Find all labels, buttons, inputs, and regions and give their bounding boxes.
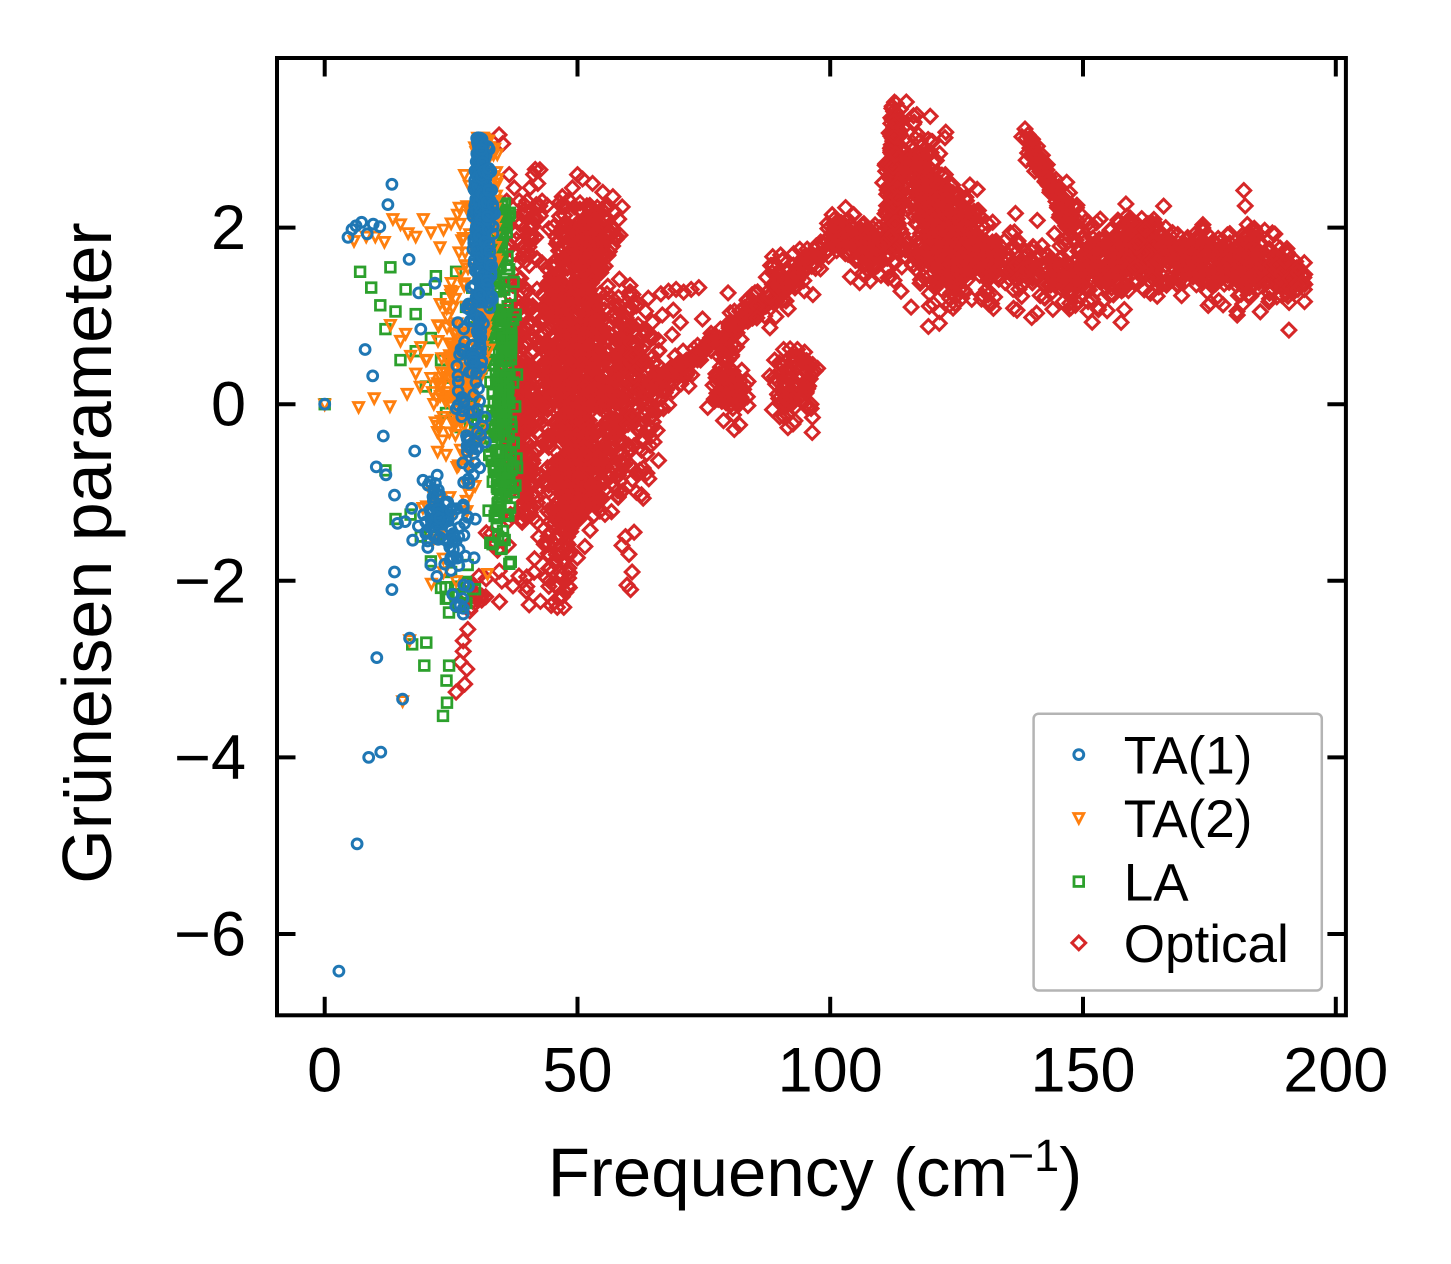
svg-text:0: 0 [211, 370, 246, 440]
svg-text:Frequency (cm−1): Frequency (cm−1) [548, 1130, 1082, 1211]
svg-text:TA(2): TA(2) [1124, 790, 1253, 849]
svg-text:100: 100 [778, 1036, 883, 1106]
svg-text:−2: −2 [174, 546, 246, 616]
svg-text:50: 50 [542, 1036, 612, 1106]
svg-text:−6: −6 [174, 900, 246, 970]
svg-text:Optical: Optical [1124, 915, 1289, 974]
svg-text:2: 2 [211, 193, 246, 263]
svg-text:150: 150 [1030, 1036, 1135, 1106]
svg-text:TA(1): TA(1) [1124, 727, 1253, 786]
svg-text:200: 200 [1283, 1036, 1388, 1106]
svg-text:0: 0 [307, 1036, 342, 1106]
svg-text:Grüneisen parameter: Grüneisen parameter [48, 222, 126, 883]
svg-text:LA: LA [1124, 854, 1189, 913]
svg-text:−4: −4 [174, 723, 246, 793]
